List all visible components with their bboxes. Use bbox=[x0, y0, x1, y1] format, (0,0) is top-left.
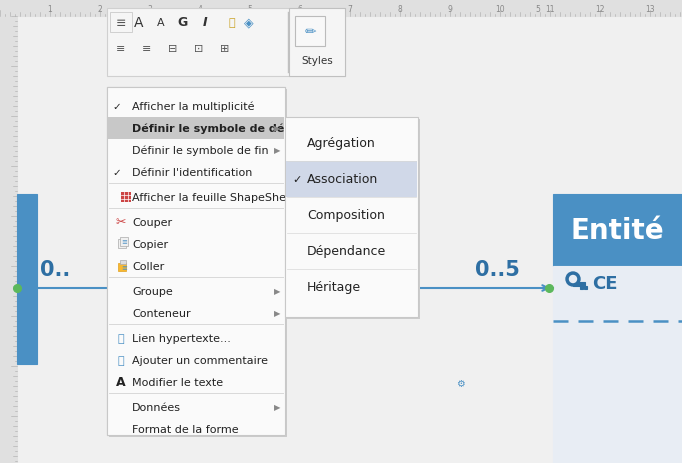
Text: ✓: ✓ bbox=[293, 175, 301, 185]
Text: Modifier le texte: Modifier le texte bbox=[132, 377, 223, 387]
Bar bbox=[553, 194, 682, 266]
Text: Conteneur: Conteneur bbox=[132, 308, 191, 319]
Text: ≡: ≡ bbox=[121, 238, 127, 244]
Text: Héritage: Héritage bbox=[307, 281, 361, 294]
Text: 5: 5 bbox=[248, 6, 252, 14]
Text: A: A bbox=[157, 18, 165, 28]
Text: ⊟: ⊟ bbox=[168, 44, 178, 54]
Text: 0..5: 0..5 bbox=[475, 259, 520, 279]
Text: ▶: ▶ bbox=[273, 124, 280, 133]
Text: Afficher la feuille ShapeSheet: Afficher la feuille ShapeSheet bbox=[132, 193, 297, 202]
Text: ▶: ▶ bbox=[273, 309, 280, 318]
Bar bbox=[107, 88, 285, 435]
Text: Couper: Couper bbox=[132, 218, 172, 227]
Text: Définir l'identification: Définir l'identification bbox=[132, 168, 252, 178]
Text: Copier: Copier bbox=[132, 239, 168, 250]
Text: Lien hypertexte...: Lien hypertexte... bbox=[132, 333, 231, 343]
Circle shape bbox=[569, 276, 576, 283]
Text: ✓: ✓ bbox=[113, 102, 121, 112]
Text: I: I bbox=[203, 17, 207, 30]
Bar bbox=[580, 287, 583, 289]
Text: Format de la forme: Format de la forme bbox=[132, 424, 239, 434]
Bar bbox=[118, 239, 126, 249]
Bar bbox=[0, 17, 17, 463]
Text: 0..: 0.. bbox=[40, 259, 70, 279]
Text: 7: 7 bbox=[348, 6, 353, 14]
Text: A: A bbox=[134, 16, 144, 30]
Text: Ajouter un commentaire: Ajouter un commentaire bbox=[132, 355, 268, 365]
Bar bbox=[107, 9, 345, 77]
Bar bbox=[289, 9, 345, 77]
Text: 2: 2 bbox=[98, 6, 102, 14]
Text: ✏: ✏ bbox=[304, 25, 316, 39]
Text: 🔗: 🔗 bbox=[118, 333, 124, 343]
Bar bbox=[120, 238, 128, 246]
Text: ≡: ≡ bbox=[116, 17, 126, 30]
Text: ◈: ◈ bbox=[244, 17, 254, 30]
Text: Association: Association bbox=[307, 173, 379, 186]
Text: 1: 1 bbox=[48, 6, 53, 14]
Circle shape bbox=[566, 272, 580, 287]
Bar bbox=[109, 90, 287, 437]
Text: Composition: Composition bbox=[307, 209, 385, 222]
Bar bbox=[286, 162, 417, 198]
Bar bbox=[553, 266, 682, 463]
Bar bbox=[107, 88, 285, 435]
Bar bbox=[17, 194, 37, 364]
Bar bbox=[0, 0, 682, 17]
Text: Définir le symbole de début: Définir le symbole de début bbox=[132, 124, 306, 134]
Text: 5: 5 bbox=[535, 6, 540, 14]
Text: ▶: ▶ bbox=[273, 146, 280, 155]
Text: ≡: ≡ bbox=[143, 44, 151, 54]
Text: Styles: Styles bbox=[301, 56, 333, 66]
Text: Entité: Entité bbox=[570, 217, 664, 244]
Text: ⊞: ⊞ bbox=[220, 44, 230, 54]
Text: G: G bbox=[178, 17, 188, 30]
Text: Définir le symbole de fin: Définir le symbole de fin bbox=[132, 145, 269, 156]
Bar bbox=[118, 263, 126, 271]
Bar bbox=[108, 118, 284, 140]
Bar bbox=[584, 287, 587, 289]
Text: 4: 4 bbox=[198, 6, 203, 14]
Text: 12: 12 bbox=[595, 6, 605, 14]
Bar bbox=[573, 282, 585, 287]
Text: ✓: ✓ bbox=[113, 168, 121, 178]
Text: ≡: ≡ bbox=[121, 264, 127, 270]
Text: ≡: ≡ bbox=[117, 44, 125, 54]
Text: Données: Données bbox=[132, 402, 181, 412]
Bar bbox=[287, 120, 420, 319]
Bar bbox=[285, 118, 418, 317]
Text: Groupe: Groupe bbox=[132, 287, 173, 296]
Text: 💬: 💬 bbox=[118, 355, 124, 365]
Text: ✂: ✂ bbox=[116, 216, 126, 229]
Text: ⚙: ⚙ bbox=[456, 378, 464, 388]
Text: 9: 9 bbox=[447, 6, 452, 14]
Text: 6: 6 bbox=[297, 6, 302, 14]
Text: 11: 11 bbox=[545, 6, 554, 14]
Text: CE: CE bbox=[592, 275, 617, 292]
Text: Afficher la multiplicité: Afficher la multiplicité bbox=[132, 101, 254, 112]
Text: Agrégation: Agrégation bbox=[307, 137, 376, 150]
Bar bbox=[295, 17, 325, 47]
Bar bbox=[120, 260, 126, 264]
Text: Dépendance: Dépendance bbox=[307, 245, 386, 258]
Bar bbox=[121, 193, 131, 202]
Text: 10: 10 bbox=[495, 6, 505, 14]
Text: A: A bbox=[116, 375, 125, 388]
Text: Coller: Coller bbox=[132, 262, 164, 271]
Text: 🖌: 🖌 bbox=[228, 18, 235, 28]
Text: ▶: ▶ bbox=[273, 403, 280, 412]
Text: 13: 13 bbox=[645, 6, 655, 14]
Text: ▶: ▶ bbox=[273, 287, 280, 296]
Text: 8: 8 bbox=[398, 6, 402, 14]
Text: ⊡: ⊡ bbox=[194, 44, 204, 54]
Text: 3: 3 bbox=[147, 6, 153, 14]
Bar bbox=[110, 13, 132, 33]
